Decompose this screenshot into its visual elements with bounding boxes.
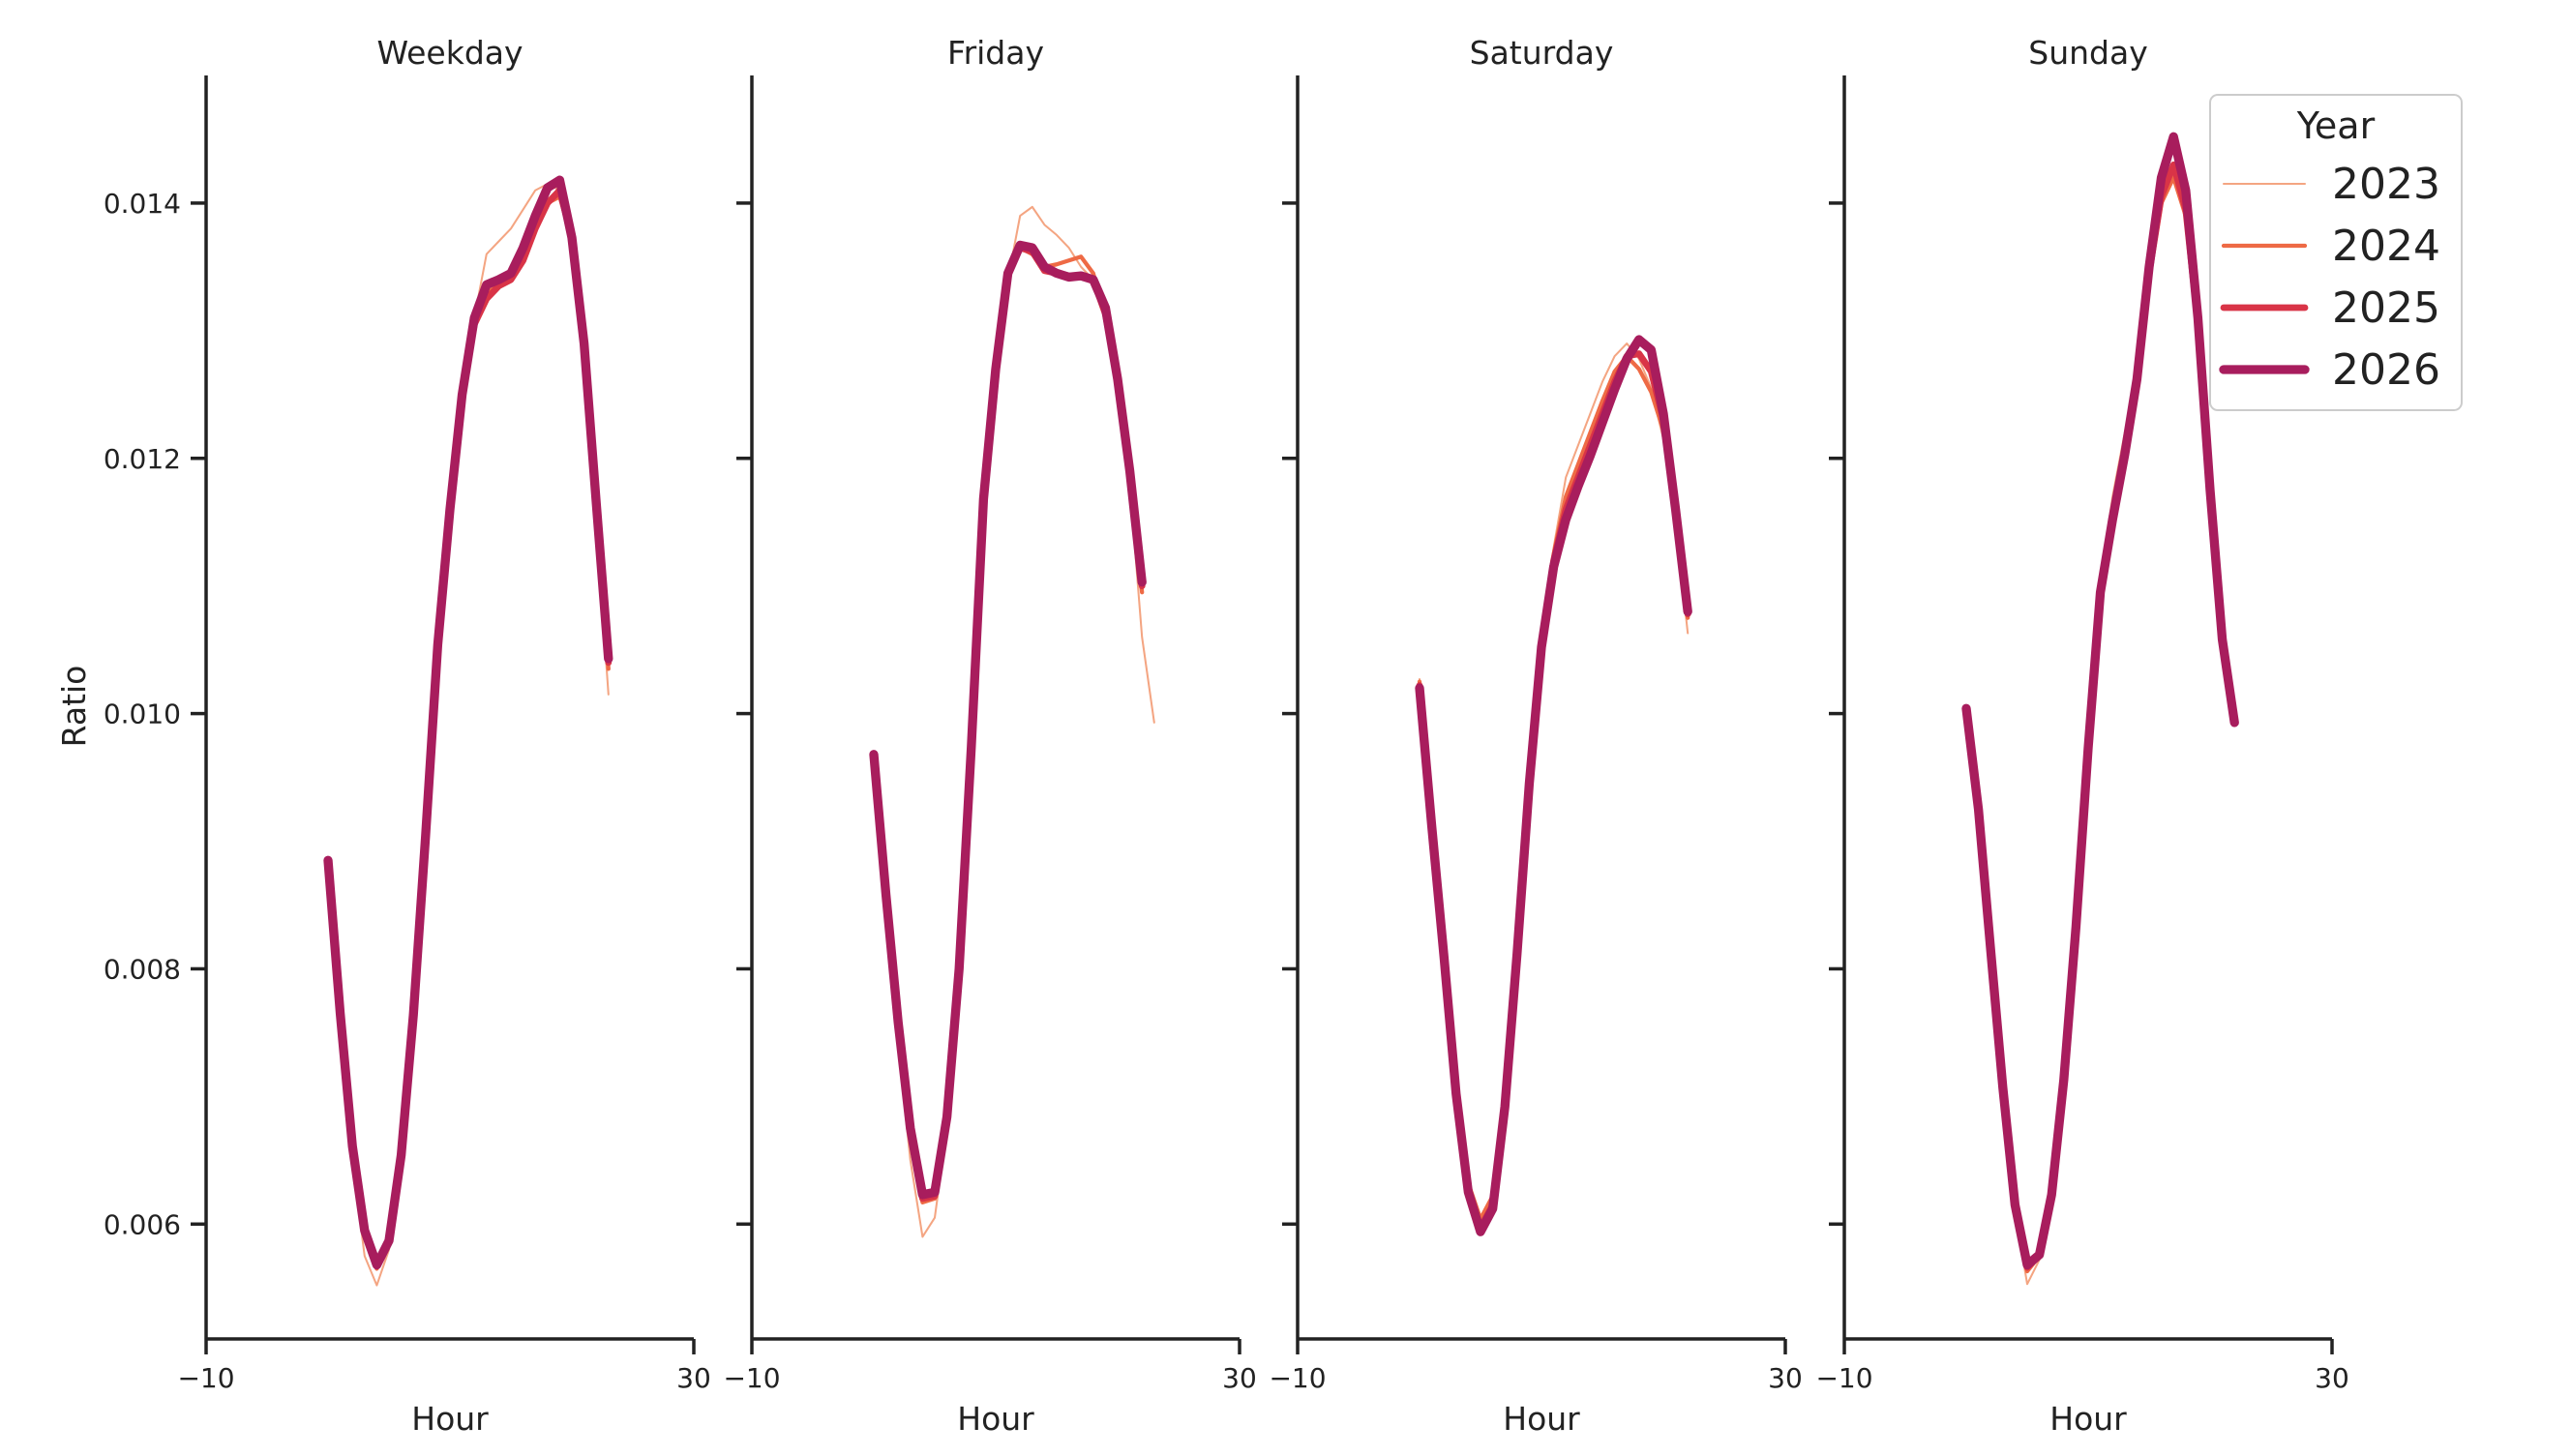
series-line-2026 [1415,335,1692,1236]
series-line-2024 [871,245,1145,1204]
x-axis-label: Hour [957,1400,1034,1438]
legend-label-2026: 2026 [2332,345,2440,395]
y-tick-label: 0.010 [104,698,181,730]
y-tick-label: 0.014 [104,188,181,220]
legend-title: Year [2296,104,2376,147]
panel-title: Friday [947,34,1044,72]
panels-layer: Weekday 0.006 0.008 0.010 0.012 0.014 −10 30 Hou… [104,34,2349,1438]
panel-weekday: Weekday 0.006 0.008 0.010 0.012 0.014 −10 30 Hou… [104,34,711,1438]
x-tick-label: −10 [1815,1362,1872,1394]
x-axis-label: Hour [411,1400,489,1438]
panel-title: Sunday [2028,34,2147,72]
legend: Year 2023 2024 2025 2026 [2209,94,2463,411]
legend-label-2024: 2024 [2332,222,2440,271]
y-tick-label: 0.008 [104,953,181,985]
panel-title: Weekday [376,34,523,72]
x-axis-label: Hour [1503,1400,1580,1438]
panel-friday: Friday −10 30 Hour [723,34,1256,1438]
legend-entries: 2023 2024 2025 2026 [2219,160,2440,395]
x-axis-label: Hour [2049,1400,2127,1438]
panel-sunday: Sunday −10 30 Hour [1815,34,2348,1438]
x-tick-label: −10 [1269,1362,1326,1394]
series-line-2026 [1961,132,2239,1270]
y-tick-label: 0.012 [104,443,181,475]
x-tick-label: 30 [2315,1362,2349,1394]
x-tick-label: −10 [723,1362,780,1394]
series-line-2026 [323,175,613,1270]
series-line-2025 [870,244,1146,1203]
legend-label-2025: 2025 [2332,283,2440,333]
panel-title: Saturday [1470,34,1614,72]
legend-label-2023: 2023 [2332,160,2440,209]
x-tick-label: 30 [1222,1362,1257,1394]
x-tick-label: 30 [1768,1362,1803,1394]
y-tick-label: 0.006 [104,1208,181,1240]
legend-box [2209,94,2463,411]
x-tick-label: −10 [177,1362,234,1394]
panel-saturday: Saturday −10 30 Hour [1269,34,1802,1438]
y-axis-label: Ratio [55,666,93,748]
x-tick-label: 30 [676,1362,711,1394]
series-line-2026 [869,240,1147,1200]
